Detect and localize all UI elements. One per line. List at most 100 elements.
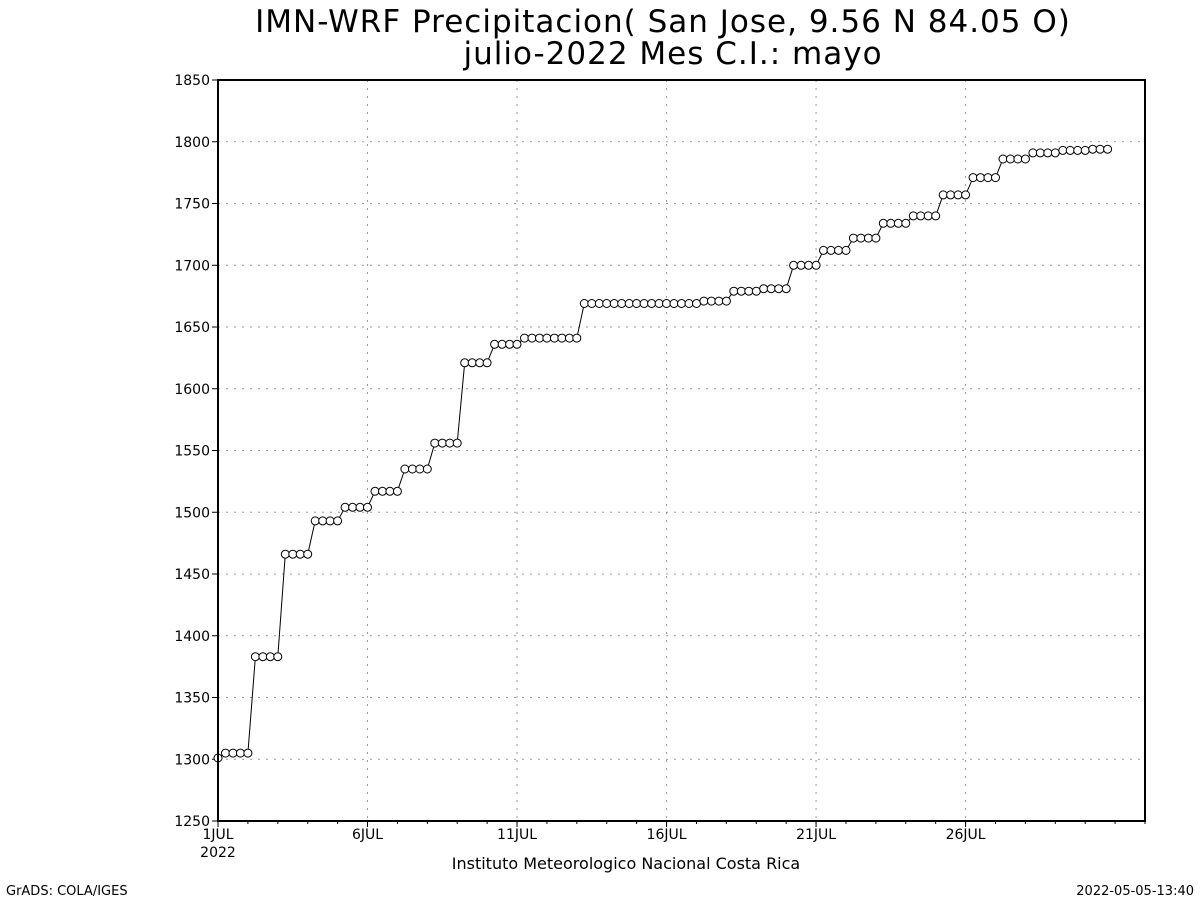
data-point [826,245,836,255]
data-point [647,299,657,308]
data-point [572,333,582,343]
y-tick-label: 1550 [174,444,210,460]
data-point [901,218,911,228]
y-tick-label: 1350 [174,691,210,707]
data-point [721,296,731,306]
data-point [482,358,492,368]
data-point [1065,145,1075,155]
data-point [811,260,821,270]
data-point [684,299,694,308]
data-point [1050,148,1060,158]
data-point [751,286,761,296]
data-point [759,284,769,294]
data-point [348,502,358,512]
data-point [1035,148,1045,158]
data-point [520,333,529,343]
data-point [415,464,425,474]
data-point [250,652,260,662]
data-point [856,233,866,243]
data-point [505,339,515,349]
data-point [475,358,485,368]
data-point [841,245,851,255]
data-point [392,486,402,496]
series-line [213,144,1113,763]
data-point [632,299,642,308]
y-tick-label: 1250 [174,814,210,830]
footer-right: 2022-05-05-13:40 [1076,884,1194,899]
x-tick-label: 1JUL [202,827,233,843]
data-point [467,358,477,368]
y-tick-label: 1450 [174,567,210,583]
data-point [445,438,455,448]
data-point [699,296,709,306]
data-point [848,233,858,243]
data-point [273,652,283,662]
data-point [893,218,903,228]
x-tick-label: 16JUL [647,827,687,843]
data-point [310,516,320,526]
y-tick-label: 1650 [174,320,210,336]
data-point [953,190,963,200]
data-point [1020,154,1030,164]
data-point [923,211,933,221]
x-tick-label: 11JUL [497,827,537,843]
y-axis: 1250 1300 1350 1400 1450 1500 1550 1600 1650 1700… [174,73,218,830]
data-point [549,333,559,343]
data-point [774,284,784,294]
data-point [355,502,365,512]
data-point [378,486,387,496]
data-point [325,516,335,526]
data-point [422,464,432,474]
y-tick-label: 1300 [174,752,210,768]
data-point [916,211,926,221]
data-point [243,748,253,758]
data-point [908,211,918,221]
data-point [535,333,544,343]
data-point [624,299,634,308]
data-point [407,464,417,474]
data-point [1005,154,1015,164]
data-point [452,438,462,448]
data-point [280,549,290,559]
data-point [677,299,686,308]
data-point [1043,148,1053,158]
y-tick-label: 1850 [174,73,210,89]
data-point [594,299,604,308]
y-tick-label: 1750 [174,197,210,213]
data-point [258,652,268,662]
data-point [617,299,627,308]
data-point [662,299,671,308]
data-point [804,260,814,270]
data-point [706,296,716,306]
data-point [579,299,589,308]
data-point [437,438,447,448]
data-point [265,652,275,662]
data-point [460,358,470,368]
data-point [1080,145,1090,155]
data-point [834,245,843,255]
data-point [221,748,230,758]
data-point [363,502,372,512]
data-point [654,299,664,308]
data-point [968,173,978,183]
data-point [669,299,679,308]
x-axis-label: Instituto Meteorologico Nacional Costa R… [452,854,800,873]
data-point [729,286,739,296]
y-tick-label: 1500 [174,505,210,521]
x-tick-label: 26JUL [946,827,986,843]
data-point [931,211,941,221]
data-point [333,516,343,526]
data-point [288,549,298,559]
data-point [744,286,754,296]
data-point [340,502,350,512]
x-tick-label: 6JUL [352,827,383,843]
data-point [430,438,440,448]
data-point [1013,154,1023,164]
data-point [235,748,245,758]
data-point [789,260,799,270]
data-point [609,299,619,308]
data-point [385,486,395,496]
y-tick-label: 1600 [174,382,210,398]
y-tick-label: 1400 [174,629,210,645]
